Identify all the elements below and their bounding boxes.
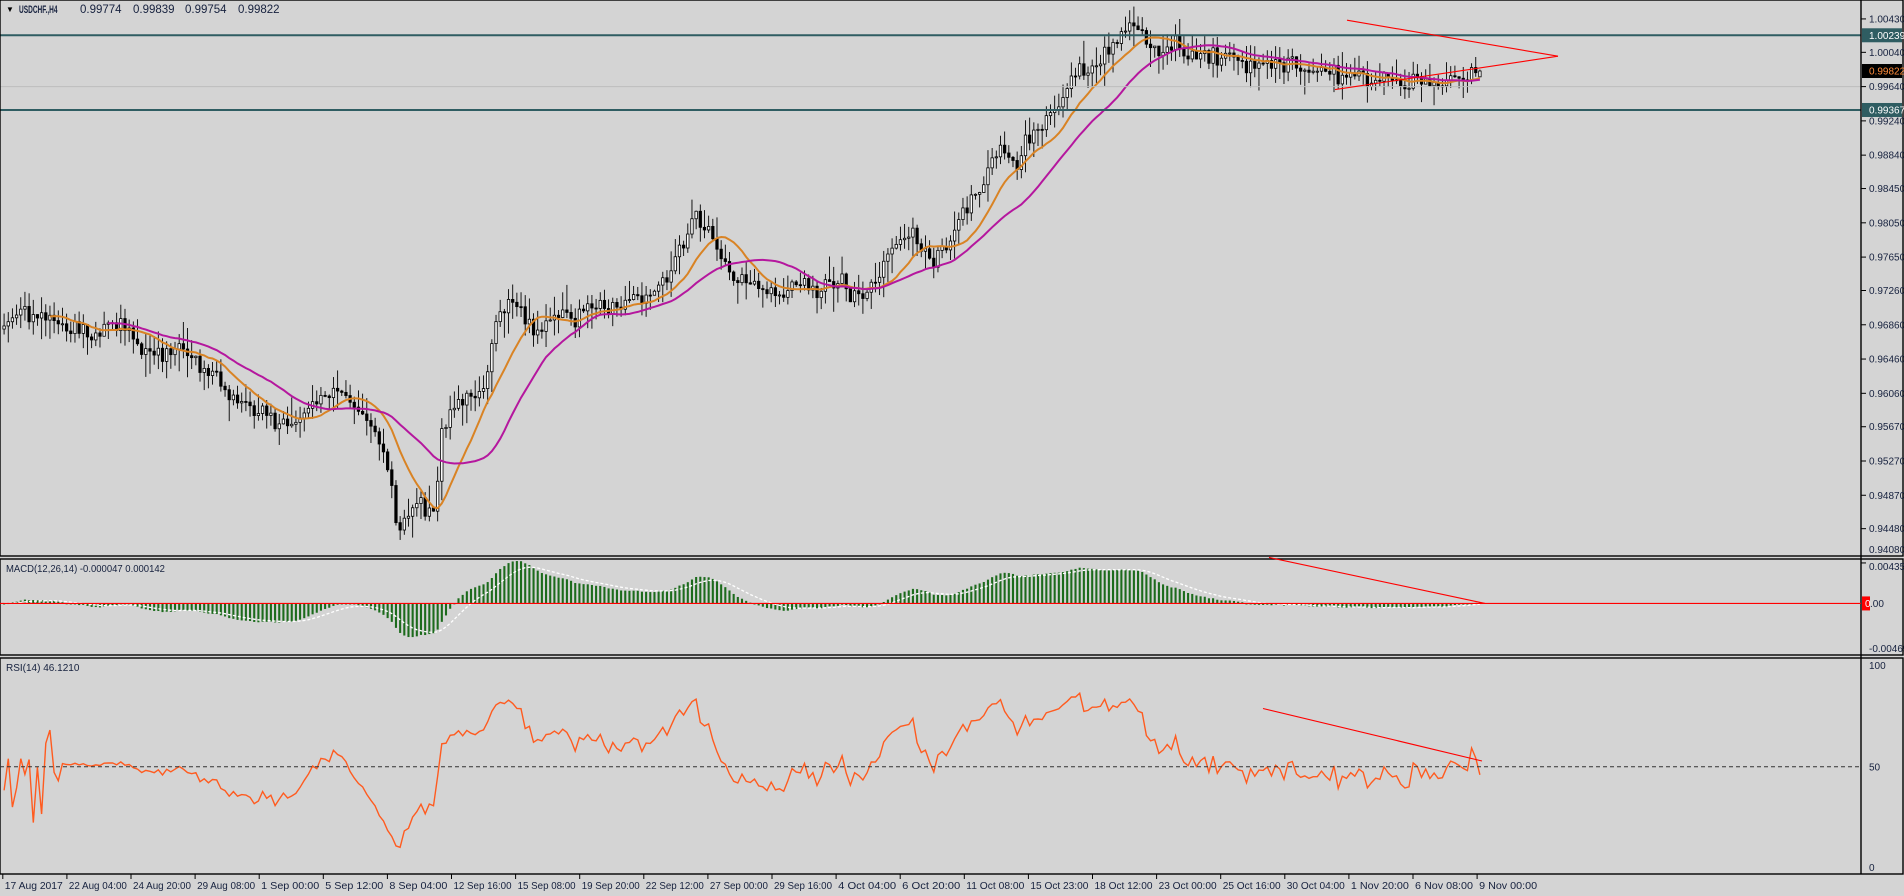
svg-text:RSI(14) 46.1210: RSI(14) 46.1210 — [6, 663, 80, 674]
svg-text:▼: ▼ — [6, 5, 14, 14]
svg-text:0.99640: 0.99640 — [1869, 82, 1904, 93]
svg-text:19 Sep 20:00: 19 Sep 20:00 — [582, 881, 640, 892]
svg-text:4 Oct 04:00: 4 Oct 04:00 — [838, 881, 896, 892]
svg-text:17 Aug 2017: 17 Aug 2017 — [5, 881, 63, 892]
svg-text:0.97260: 0.97260 — [1869, 286, 1904, 297]
svg-text:22 Aug 04:00: 22 Aug 04:00 — [69, 881, 127, 892]
svg-text:0.004352: 0.004352 — [1869, 562, 1904, 573]
svg-text:0.94870: 0.94870 — [1869, 491, 1904, 502]
svg-text:0.94480: 0.94480 — [1869, 524, 1904, 535]
svg-text:0.94080: 0.94080 — [1869, 545, 1904, 556]
svg-text:12 Sep 16:00: 12 Sep 16:00 — [454, 881, 512, 892]
svg-text:9 Nov 00:00: 9 Nov 00:00 — [1479, 881, 1537, 892]
svg-text:23 Oct 00:00: 23 Oct 00:00 — [1159, 881, 1217, 892]
svg-text:6 Oct 20:00: 6 Oct 20:00 — [902, 881, 960, 892]
svg-text:0.96060: 0.96060 — [1869, 389, 1904, 400]
svg-text:24 Aug 20:00: 24 Aug 20:00 — [133, 881, 191, 892]
svg-text:1 Sep 00:00: 1 Sep 00:00 — [261, 881, 319, 892]
svg-text:0.96860: 0.96860 — [1869, 320, 1904, 331]
svg-text:0.95670: 0.95670 — [1869, 422, 1904, 433]
svg-text:18 Oct 12:00: 18 Oct 12:00 — [1095, 881, 1153, 892]
svg-text:15 Sep 08:00: 15 Sep 08:00 — [518, 881, 576, 892]
svg-text:30 Oct 04:00: 30 Oct 04:00 — [1287, 881, 1345, 892]
svg-text:50: 50 — [1869, 762, 1881, 773]
svg-text:29 Aug 08:00: 29 Aug 08:00 — [197, 881, 255, 892]
svg-text:6 Nov 08:00: 6 Nov 08:00 — [1415, 881, 1473, 892]
svg-text:0.96460: 0.96460 — [1869, 355, 1904, 366]
svg-text:11 Oct 08:00: 11 Oct 08:00 — [966, 881, 1024, 892]
svg-text:0.95270: 0.95270 — [1869, 456, 1904, 467]
svg-text:0.99839: 0.99839 — [133, 4, 175, 16]
svg-text:22 Sep 12:00: 22 Sep 12:00 — [646, 881, 704, 892]
svg-text:0: 0 — [1869, 863, 1875, 874]
svg-text:1.00430: 1.00430 — [1869, 14, 1904, 25]
svg-text:1.00239: 1.00239 — [1869, 31, 1904, 42]
svg-text:0.99754: 0.99754 — [185, 4, 227, 16]
svg-text:0.99774: 0.99774 — [80, 4, 122, 16]
svg-text:0.97650: 0.97650 — [1869, 253, 1904, 264]
svg-text:USDCHF.,H4: USDCHF.,H4 — [19, 3, 58, 15]
svg-text:0.98840: 0.98840 — [1869, 151, 1904, 162]
svg-text:0.98450: 0.98450 — [1869, 184, 1904, 195]
svg-text:5 Sep 12:00: 5 Sep 12:00 — [325, 881, 383, 892]
svg-text:0.99822: 0.99822 — [1869, 67, 1904, 78]
svg-text:8 Sep 04:00: 8 Sep 04:00 — [389, 881, 447, 892]
svg-text:.00: .00 — [1870, 599, 1884, 610]
svg-text:1.00040: 1.00040 — [1869, 48, 1904, 59]
svg-text:-0.004696: -0.004696 — [1869, 644, 1904, 655]
svg-text:25 Oct 16:00: 25 Oct 16:00 — [1223, 881, 1281, 892]
svg-text:0.99822: 0.99822 — [238, 4, 280, 16]
svg-text:0.98050: 0.98050 — [1869, 218, 1904, 229]
svg-text:1 Nov 20:00: 1 Nov 20:00 — [1351, 881, 1409, 892]
svg-text:29 Sep 16:00: 29 Sep 16:00 — [774, 881, 832, 892]
svg-text:MACD(12,26,14) -0.000047 0.000: MACD(12,26,14) -0.000047 0.000142 — [6, 564, 165, 575]
svg-text:0.99240: 0.99240 — [1869, 116, 1904, 127]
svg-text:15 Oct 23:00: 15 Oct 23:00 — [1030, 881, 1088, 892]
svg-text:27 Sep 00:00: 27 Sep 00:00 — [710, 881, 768, 892]
svg-text:0.99367: 0.99367 — [1869, 105, 1904, 116]
svg-text:100: 100 — [1869, 661, 1886, 672]
